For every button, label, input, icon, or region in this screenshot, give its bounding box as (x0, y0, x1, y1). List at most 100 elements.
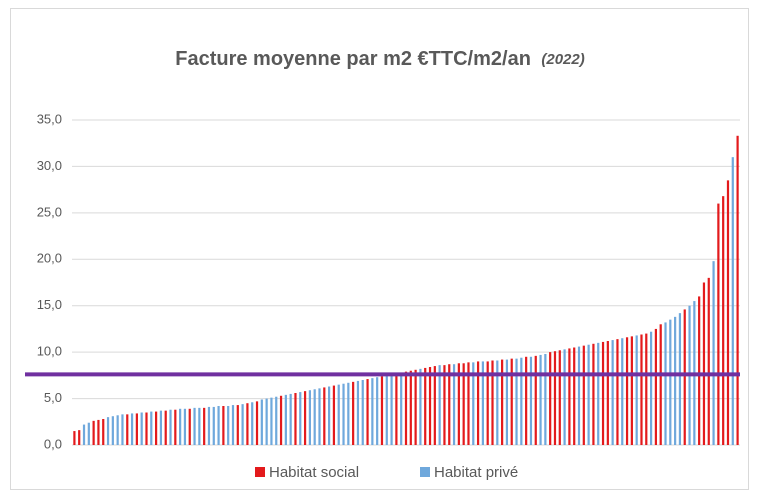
bar (275, 396, 278, 445)
bar (236, 405, 239, 445)
y-tick-label: 25,0 (37, 204, 62, 219)
bar (337, 384, 340, 445)
chart-frame (10, 8, 749, 490)
bar (154, 411, 158, 445)
title-year: (2022) (541, 51, 584, 68)
bar (73, 431, 76, 445)
y-tick-label: 35,0 (37, 111, 62, 126)
bar (635, 335, 638, 445)
bar (121, 414, 124, 445)
bar (664, 322, 667, 445)
bar (606, 341, 609, 445)
bar (404, 371, 408, 445)
bar (356, 380, 360, 445)
bar (534, 355, 537, 445)
bar (491, 360, 494, 445)
bar (212, 406, 215, 445)
bar (371, 378, 374, 445)
bar (621, 338, 624, 445)
y-tick-label: 30,0 (37, 158, 62, 173)
bar (486, 361, 489, 445)
bar (193, 407, 196, 445)
bar (140, 412, 143, 445)
bar (505, 359, 509, 445)
bar (419, 368, 422, 445)
bar (544, 354, 547, 445)
bar (438, 365, 441, 445)
bar (126, 414, 129, 445)
bar (217, 406, 220, 445)
bar (323, 387, 326, 445)
bar (87, 422, 90, 445)
bar (366, 379, 369, 445)
bar (616, 339, 619, 445)
bar (424, 367, 427, 445)
bar (198, 407, 201, 445)
y-tick-label: 10,0 (37, 344, 62, 359)
bar (385, 375, 388, 445)
bar (640, 334, 643, 445)
bar (361, 380, 364, 445)
bar (78, 430, 81, 445)
bar (582, 345, 585, 445)
bar (539, 354, 542, 445)
y-tick-label: 0,0 (44, 436, 62, 451)
bar (736, 135, 739, 446)
bar (303, 391, 307, 445)
bar (630, 336, 633, 445)
legend-swatch (420, 467, 430, 477)
bar (347, 382, 350, 445)
bar (452, 364, 456, 445)
bar (231, 405, 235, 445)
bar (481, 361, 484, 445)
bar (698, 296, 701, 445)
bar (674, 316, 677, 445)
bar (342, 383, 345, 445)
bar (587, 344, 590, 445)
bar (332, 385, 336, 445)
bar (433, 366, 436, 445)
bar (549, 352, 552, 445)
bar (601, 341, 605, 445)
bar (611, 340, 614, 445)
bar (457, 363, 460, 445)
bar (284, 394, 287, 445)
bar (222, 406, 225, 445)
legend-swatch (255, 467, 265, 477)
bar (462, 363, 465, 445)
bar (443, 365, 446, 445)
bar (116, 415, 119, 445)
bar (313, 389, 316, 445)
bar (265, 398, 268, 445)
bar (717, 203, 720, 445)
bar (97, 419, 100, 445)
bar (260, 399, 263, 445)
bar (678, 313, 682, 445)
bar (428, 367, 432, 445)
bar (400, 372, 403, 445)
bar (246, 403, 249, 445)
bar (299, 392, 302, 445)
bar (645, 333, 648, 445)
bar (683, 309, 686, 445)
bar (102, 419, 105, 445)
bar (188, 408, 191, 445)
bar (92, 420, 95, 445)
bar (352, 381, 355, 445)
bar (597, 342, 600, 445)
bar (529, 356, 533, 445)
bar (164, 410, 167, 445)
bar (409, 370, 412, 445)
bar (390, 374, 393, 445)
bar (702, 282, 706, 445)
bar (308, 390, 311, 445)
bar (380, 376, 384, 445)
bar (510, 358, 513, 445)
legend-label: Habitat social (269, 464, 359, 481)
bar (82, 424, 86, 445)
bar (294, 393, 297, 445)
bar (625, 337, 629, 445)
bar (496, 360, 499, 445)
bar (573, 347, 576, 445)
